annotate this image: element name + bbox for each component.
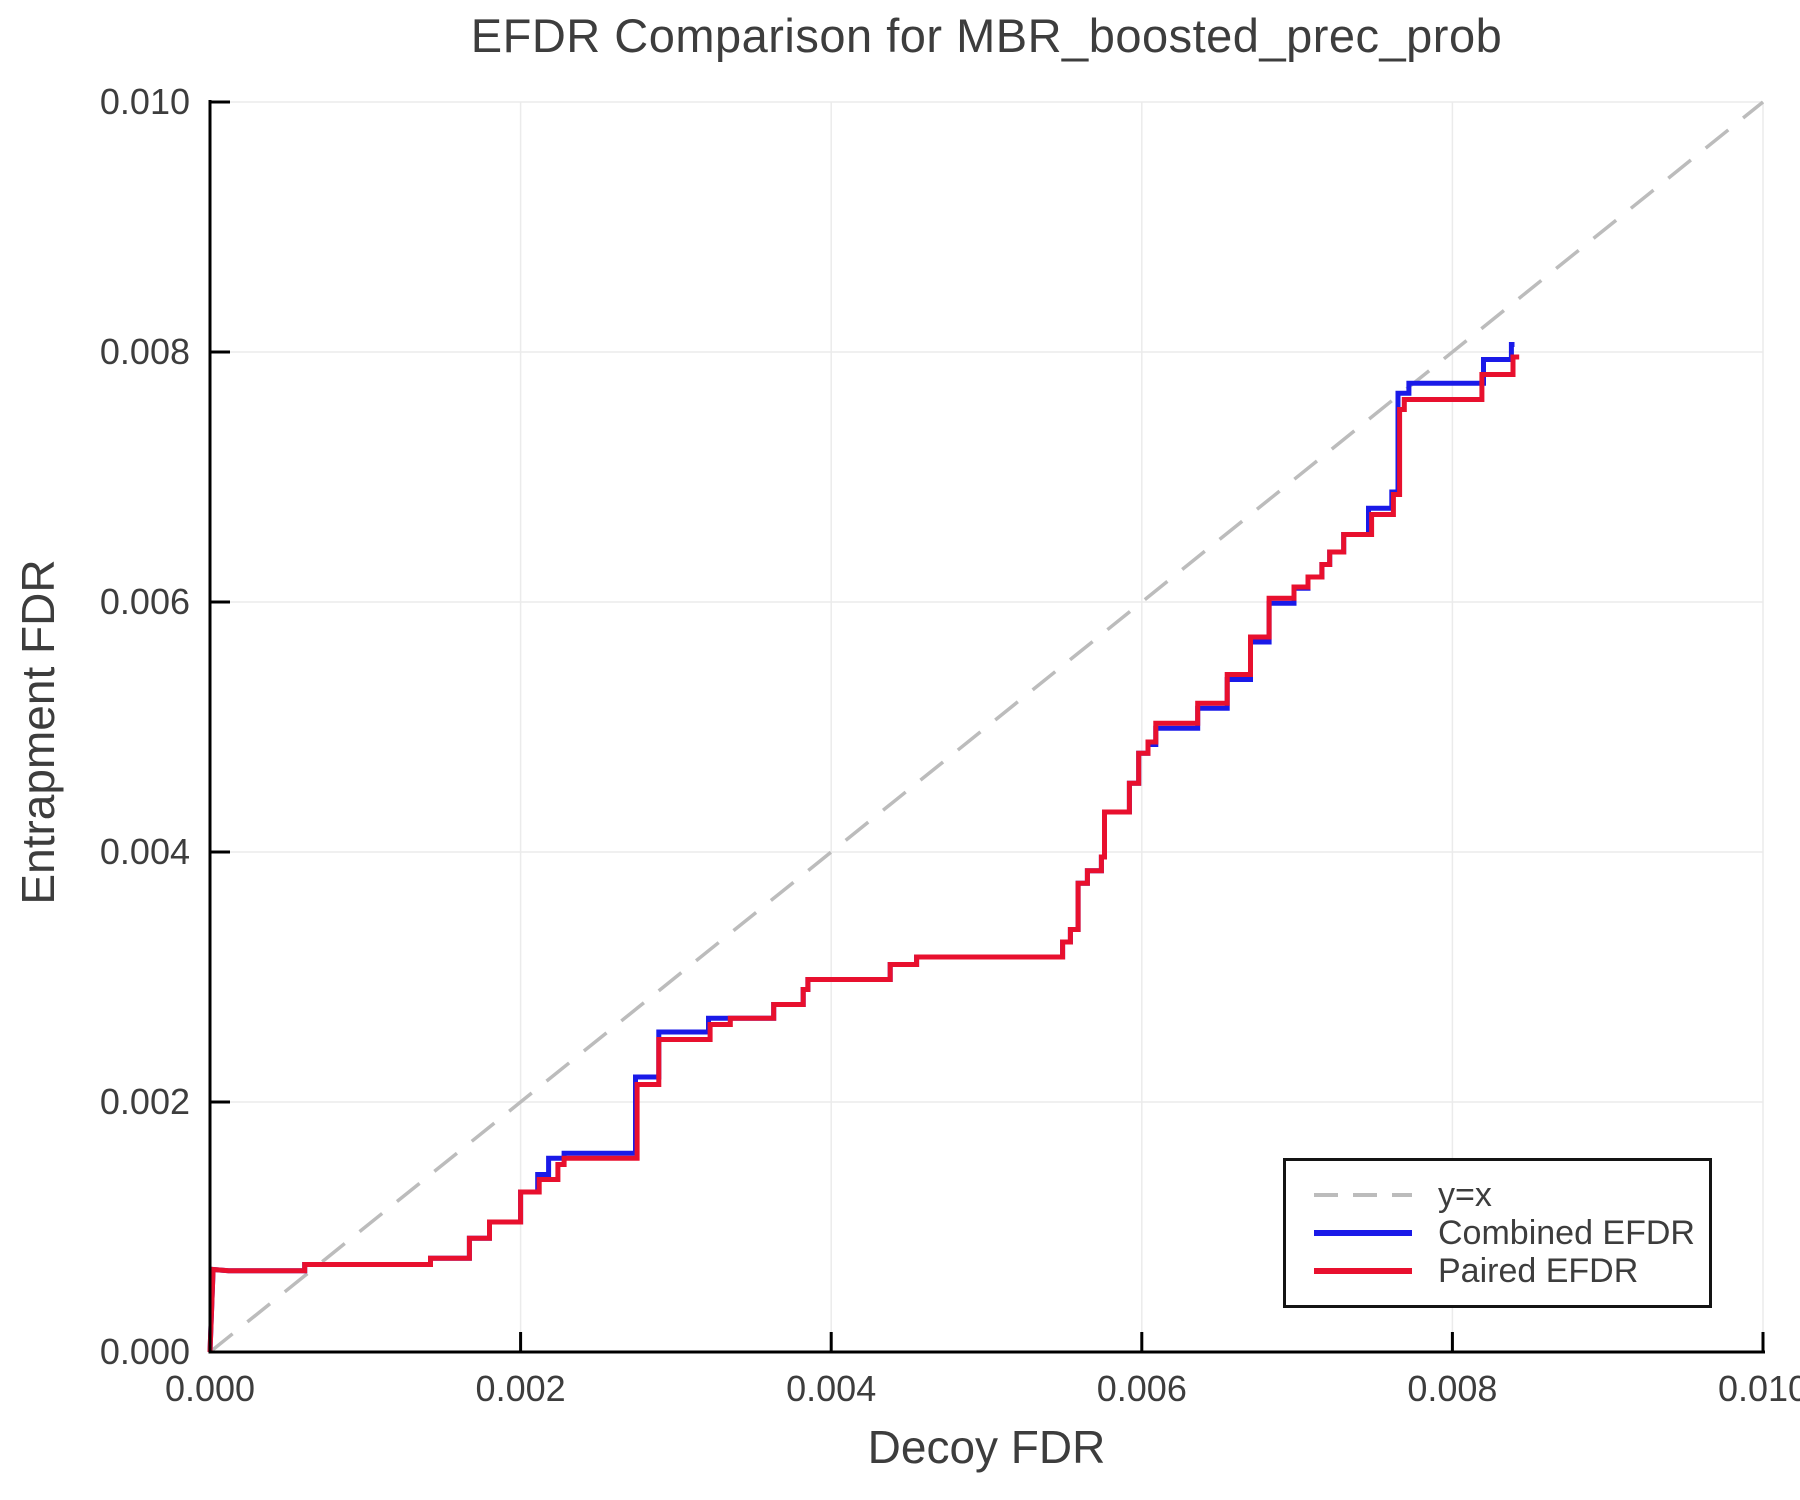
x-axis-label: Decoy FDR	[867, 1421, 1106, 1473]
legend-row: y=x	[1314, 1176, 1709, 1214]
legend-row: Combined EFDR	[1314, 1214, 1709, 1252]
legend-label: y=x	[1438, 1176, 1492, 1214]
legend-line-sample	[1314, 1230, 1412, 1236]
y-tick-label: 0.004	[99, 831, 190, 872]
y-tick-label: 0.000	[99, 1331, 190, 1372]
series-line-paired-efdr	[207, 354, 1520, 1353]
legend: y=x Combined EFDR Paired EFDR	[1283, 1158, 1712, 1308]
y-axis-label: Entrapment FDR	[12, 559, 64, 905]
x-tick-label: 0.004	[786, 1368, 877, 1409]
legend-label: Paired EFDR	[1438, 1252, 1639, 1290]
x-tick-label: 0.010	[1717, 1368, 1800, 1409]
legend-label: Combined EFDR	[1438, 1214, 1695, 1252]
y-tick-label: 0.010	[99, 81, 190, 122]
x-tick-label: 0.006	[1096, 1368, 1187, 1409]
legend-line-sample	[1314, 1268, 1412, 1274]
legend-row: Paired EFDR	[1314, 1252, 1709, 1290]
x-tick-label: 0.000	[164, 1368, 256, 1409]
y-tick-label: 0.002	[99, 1081, 190, 1122]
y-tick-label: 0.006	[99, 581, 190, 622]
legend-line-sample	[1314, 1193, 1412, 1197]
x-tick-label: 0.002	[475, 1368, 566, 1409]
x-tick-label: 0.008	[1407, 1368, 1498, 1409]
chart-title: EFDR Comparison for MBR_boosted_prec_pro…	[470, 9, 1503, 62]
y-tick-label: 0.008	[99, 331, 190, 372]
